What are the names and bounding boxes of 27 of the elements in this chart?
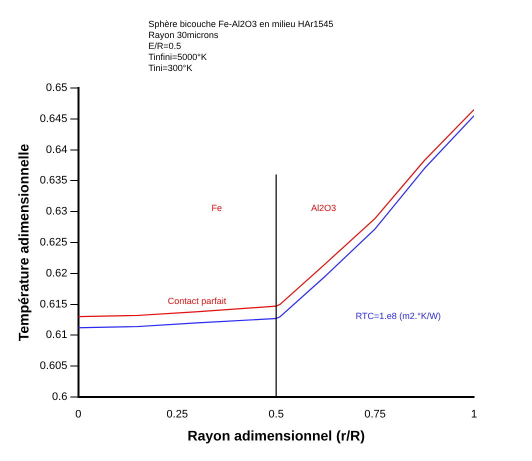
y-tick-label: 0.625 — [40, 236, 68, 249]
x-tick-label: 0.25 — [166, 408, 188, 421]
text: E/R=0.5 — [148, 40, 182, 51]
annotation: Al2O3 — [311, 202, 336, 213]
x-tick-label: 0.75 — [364, 408, 386, 421]
x-axis-title: Rayon adimensionnel (r/R) — [187, 427, 365, 444]
text: Tinfini=5000°K — [148, 52, 207, 62]
x-tick-label: 0.5 — [268, 408, 284, 421]
y-tick-label: 0.65 — [46, 82, 68, 94]
x-tick-label: 1 — [470, 408, 478, 421]
chart-title: Sphère bicouche Fe-Al2O3 en milieu HAr1545 — [148, 18, 334, 29]
annotation: Fe — [212, 202, 222, 213]
y-tick-label: 0.605 — [40, 360, 68, 372]
text: RTC=1.e8 (m2.°K/W) — [356, 311, 441, 322]
y-tick-label: 0.63 — [46, 206, 68, 218]
y-tick-label: 0.64 — [46, 144, 68, 156]
text: Tini=300°K — [148, 62, 192, 73]
series-label: Contact parfait — [168, 296, 227, 306]
x-tick-label: 0 — [75, 408, 82, 421]
y-tick-label: 0.645 — [40, 112, 68, 125]
y-tick-label: 0.615 — [40, 298, 68, 310]
y-tick-label: 0.6 — [52, 391, 68, 404]
y-tick-label: 0.635 — [40, 174, 68, 187]
text: Rayon 30microns — [148, 30, 219, 40]
y-tick-label: 0.62 — [46, 267, 68, 280]
y-tick-label: 0.61 — [46, 329, 68, 342]
y-axis-title: Température adimensionnelle — [15, 144, 32, 342]
